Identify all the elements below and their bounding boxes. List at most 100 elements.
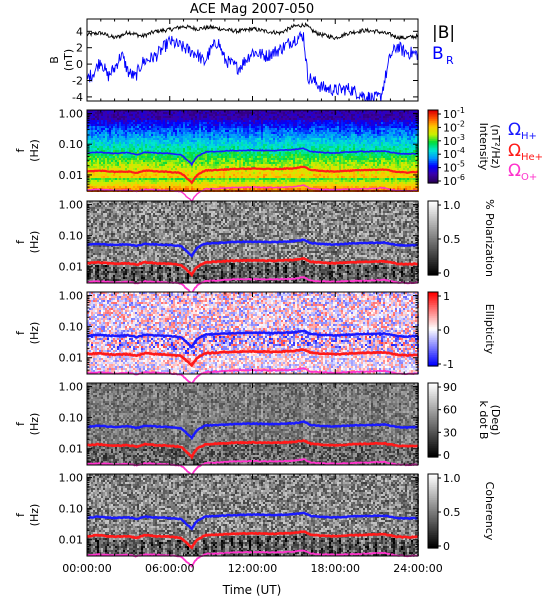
spectrogram-cell <box>209 154 211 156</box>
spectrogram-cell <box>93 122 95 124</box>
spectrogram-cell <box>197 132 199 134</box>
spectrogram-cell <box>127 156 129 158</box>
spectrogram-cell <box>207 144 209 146</box>
spectrogram-cell <box>219 146 221 148</box>
spectrogram-cell <box>263 146 265 148</box>
spectrogram-cell <box>297 136 299 138</box>
spectrogram-cell <box>307 158 309 160</box>
spectrogram-cell <box>281 132 283 134</box>
spectrogram-cell <box>133 140 135 142</box>
spectrogram-cell <box>273 124 275 126</box>
spectrogram-cell <box>193 124 195 126</box>
spectrogram-cell <box>229 170 231 172</box>
spectrogram-cell <box>163 158 165 160</box>
spectrogram-cell <box>267 166 269 168</box>
spectrogram-cell <box>217 178 219 180</box>
spectrogram-cell <box>243 184 245 186</box>
spectrogram-cell <box>125 124 127 126</box>
spectrogram-cell <box>271 174 273 176</box>
spectrogram-cell <box>237 118 239 120</box>
spectrogram-cell <box>309 142 311 144</box>
spectrogram-cell <box>253 142 255 144</box>
spectrogram-cell <box>217 154 219 156</box>
spectrogram-cell <box>321 160 323 162</box>
spectrogram-cell <box>103 130 105 132</box>
spectrogram-cell <box>191 120 193 122</box>
spectrogram-cell <box>245 112 247 114</box>
spectrogram-cell <box>181 168 183 170</box>
spectrogram-cell <box>233 172 235 174</box>
spectrogram-cell <box>221 138 223 140</box>
spectrogram-cell <box>175 130 177 132</box>
spectrogram-cell <box>297 116 299 118</box>
spectrogram-cell <box>319 134 321 136</box>
spectrogram-cell <box>93 156 95 158</box>
spectrogram-cell <box>205 158 207 160</box>
spectrogram-cell <box>293 134 295 136</box>
spectrogram-cell <box>207 136 209 138</box>
spectrogram-cell <box>277 146 279 148</box>
spectrogram-cell <box>297 144 299 146</box>
spectrogram-cell <box>247 142 249 144</box>
spectrogram-cell <box>235 160 237 162</box>
spectrogram-cell <box>171 166 173 168</box>
spectrogram-cell <box>251 164 253 166</box>
spectrogram-cell <box>249 154 251 156</box>
spectrogram-cell <box>139 126 141 128</box>
spectrogram-cell <box>209 172 211 174</box>
spectrogram-cell <box>249 158 251 160</box>
spectrogram-cell <box>251 144 253 146</box>
spectrogram-cell <box>277 114 279 116</box>
spectrogram-cell <box>297 170 299 172</box>
spectrogram-cell <box>147 168 149 170</box>
spectrogram-cell <box>141 178 143 180</box>
spectrogram-cell <box>167 178 169 180</box>
spectrogram-cell <box>135 168 137 170</box>
spectrogram-cell <box>207 184 209 186</box>
spectrogram-cell <box>109 112 111 114</box>
spectrogram-cell <box>265 122 267 124</box>
spectrogram-cell <box>301 158 303 160</box>
spectrogram-cell <box>209 134 211 136</box>
spectrogram-cell <box>255 182 257 184</box>
spectrogram-cell <box>285 184 287 186</box>
spectrogram-cell <box>205 126 207 128</box>
spectrogram-cell <box>219 136 221 138</box>
spectrogram-cell <box>151 182 153 184</box>
spectrogram-cell <box>201 182 203 184</box>
spectrogram-cell <box>179 160 181 162</box>
spectrogram-cell <box>209 118 211 120</box>
spectrogram-cell <box>159 136 161 138</box>
spectrogram-cell <box>189 126 191 128</box>
spectrogram-cell <box>313 136 315 138</box>
spectrogram-cell <box>173 118 175 120</box>
spectrogram-cell <box>315 152 317 154</box>
spectrogram-cell <box>235 152 237 154</box>
spectrogram-cell <box>325 132 327 134</box>
spectrogram-cell <box>317 156 319 158</box>
spectrogram-cell <box>141 158 143 160</box>
spectrogram-cell <box>275 132 277 134</box>
spectrogram-cell <box>265 154 267 156</box>
spectrogram-cell <box>273 184 275 186</box>
spectrogram-cell <box>119 118 121 120</box>
spectrogram-cell <box>111 140 113 142</box>
spectrogram-cell <box>227 138 229 140</box>
spectrogram-cell <box>259 118 261 120</box>
spectrogram-cell <box>97 140 99 142</box>
spectrogram-cell <box>113 146 115 148</box>
spectrogram-cell <box>313 128 315 130</box>
spectrogram-cell <box>191 184 193 186</box>
spectrogram-cell <box>299 164 301 166</box>
spectrogram-cell <box>99 186 101 188</box>
spectrogram-cell <box>181 164 183 166</box>
spectrogram-cell <box>157 120 159 122</box>
spectrogram-cell <box>129 138 131 140</box>
spectrogram-cell <box>255 132 257 134</box>
spectrogram-cell <box>141 136 143 138</box>
spectrogram-cell <box>235 128 237 130</box>
spectrogram-cell <box>193 128 195 130</box>
spectrogram-cell <box>311 180 313 182</box>
spectrogram-cell <box>141 130 143 132</box>
spectrogram-cell <box>187 134 189 136</box>
